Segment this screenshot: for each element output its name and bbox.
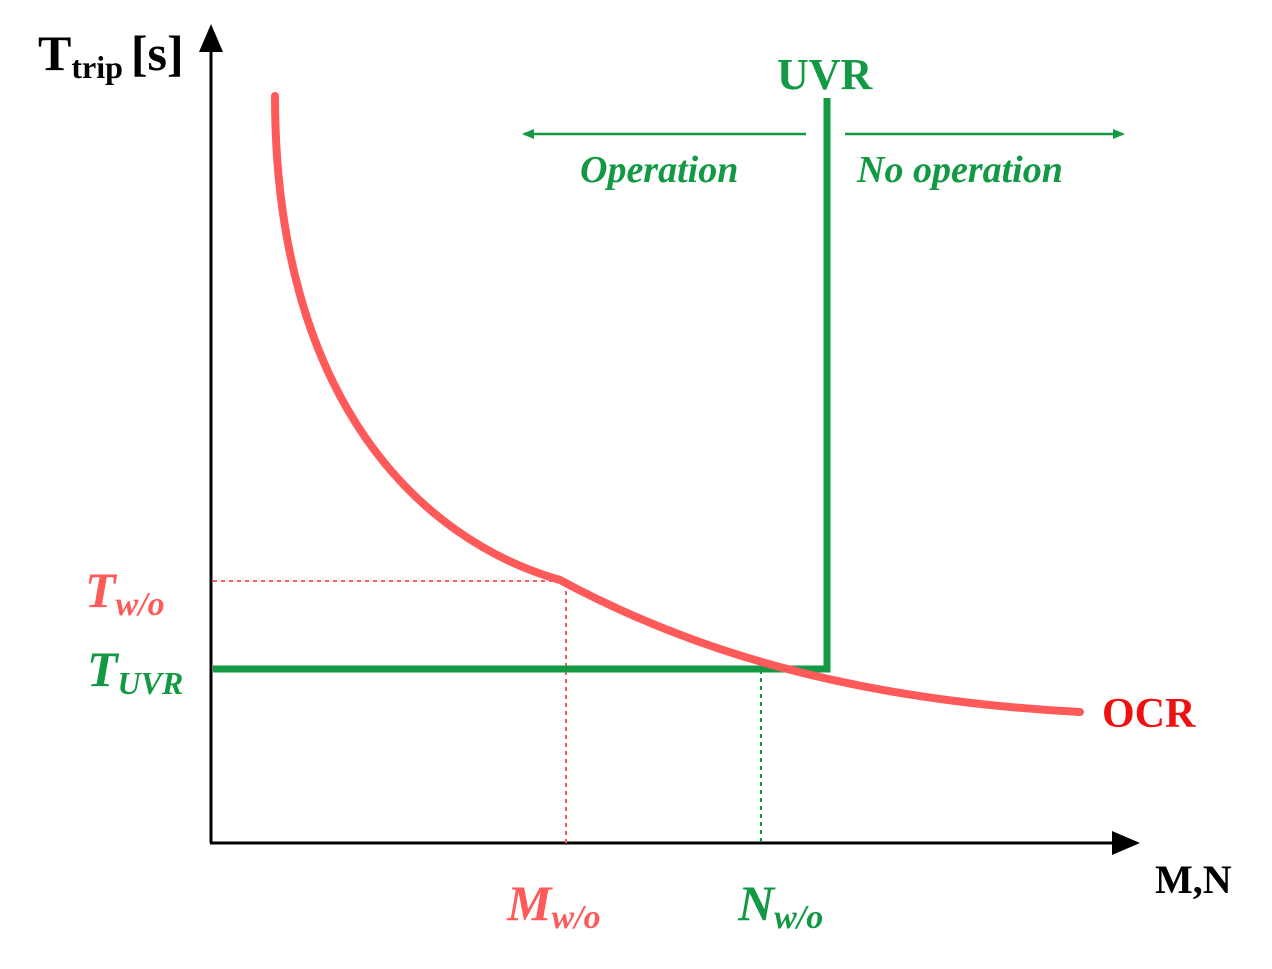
no-operation-label: No operation (856, 149, 1063, 191)
n-wo-label: Nw/o (737, 875, 823, 936)
ocr-curve (271, 92, 1084, 716)
x-axis-label: M,N (1155, 857, 1232, 902)
uvr-characteristic-line (213, 98, 831, 673)
x-axis-arrowhead (1112, 831, 1140, 855)
m-wo-label: Mw/o (506, 875, 601, 936)
operation-label: Operation (580, 149, 738, 191)
ocr-label: OCR (1102, 691, 1196, 737)
t-wo-label: Tw/o (85, 562, 165, 623)
uvr-label: UVR (777, 50, 874, 99)
y-axis-label: Ttrip [s] (38, 25, 184, 85)
t-uvr-label: TUVR (87, 641, 183, 701)
y-axis-arrowhead (199, 24, 223, 52)
